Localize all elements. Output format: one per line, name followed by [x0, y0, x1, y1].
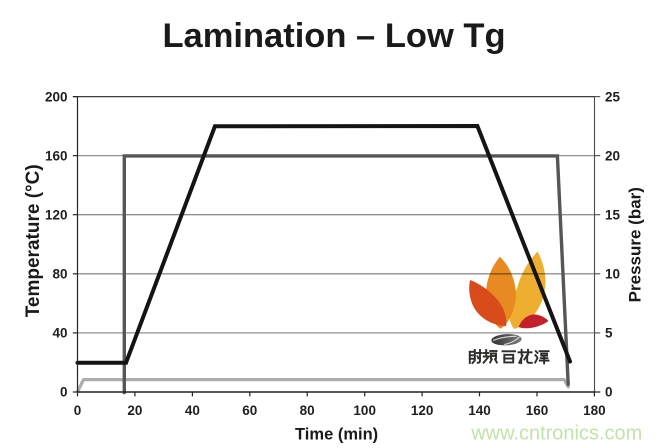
svg-text:120: 120	[411, 403, 434, 418]
svg-text:10: 10	[605, 267, 620, 282]
svg-text:Pressure (bar): Pressure (bar)	[626, 187, 645, 302]
svg-text:www.cntronics.com: www.cntronics.com	[470, 423, 642, 445]
svg-text:Temperature (°C): Temperature (°C)	[23, 164, 44, 317]
svg-text:120: 120	[45, 207, 68, 222]
svg-text:160: 160	[45, 148, 68, 163]
svg-text:180: 180	[583, 403, 606, 418]
svg-text:100: 100	[353, 403, 376, 418]
svg-text:60: 60	[242, 403, 257, 418]
svg-text:200: 200	[45, 89, 68, 104]
svg-text:25: 25	[605, 89, 621, 104]
svg-text:20: 20	[605, 148, 620, 163]
svg-text:Time (min): Time (min)	[295, 426, 378, 444]
svg-text:15: 15	[605, 207, 621, 222]
svg-text:20: 20	[127, 403, 142, 418]
svg-text:5: 5	[605, 326, 613, 341]
svg-text:0: 0	[60, 385, 68, 400]
svg-text:0: 0	[605, 385, 613, 400]
svg-text:140: 140	[468, 403, 491, 418]
svg-text:0: 0	[74, 403, 82, 418]
svg-text:40: 40	[52, 326, 67, 341]
svg-text:160: 160	[526, 403, 549, 418]
svg-text:40: 40	[185, 403, 200, 418]
svg-text:80: 80	[52, 267, 67, 282]
svg-text:Lamination – Low Tg: Lamination – Low Tg	[162, 17, 505, 55]
svg-text:80: 80	[300, 403, 315, 418]
